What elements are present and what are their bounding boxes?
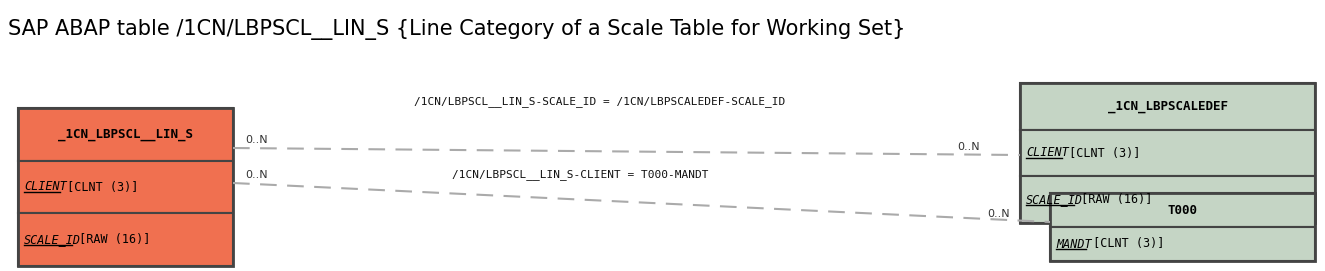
Bar — [1020, 130, 1314, 176]
Text: [CLNT (3)]: [CLNT (3)] — [60, 180, 138, 193]
Text: 0..N: 0..N — [245, 135, 268, 145]
Text: [CLNT (3)]: [CLNT (3)] — [1063, 147, 1141, 160]
Text: CLIENT: CLIENT — [1026, 147, 1069, 160]
Text: T000: T000 — [1167, 204, 1198, 217]
Bar — [1020, 176, 1314, 223]
Text: MANDT: MANDT — [1056, 237, 1092, 250]
Bar — [19, 213, 233, 266]
Bar — [1049, 193, 1314, 227]
Text: 0..N: 0..N — [245, 170, 268, 180]
Bar — [19, 161, 233, 213]
Text: [CLNT (3)]: [CLNT (3)] — [1086, 237, 1165, 250]
Text: /1CN/LBPSCL__LIN_S-SCALE_ID = /1CN/LBPSCALEDEF-SCALE_ID: /1CN/LBPSCL__LIN_S-SCALE_ID = /1CN/LBPSC… — [415, 96, 786, 108]
Text: SCALE_ID: SCALE_ID — [24, 233, 81, 246]
Bar — [1049, 227, 1314, 261]
Text: [RAW (16)]: [RAW (16)] — [72, 233, 150, 246]
Text: 0..N: 0..N — [987, 209, 1010, 219]
Text: SCALE_ID: SCALE_ID — [1026, 193, 1083, 206]
Bar — [1020, 83, 1314, 130]
Text: CLIENT: CLIENT — [24, 180, 66, 193]
Bar — [19, 108, 233, 266]
Text: _1CN_LBPSCALEDEF: _1CN_LBPSCALEDEF — [1108, 100, 1227, 113]
Bar — [1049, 193, 1314, 261]
Text: /1CN/LBPSCL__LIN_S-CLIENT = T000-MANDT: /1CN/LBPSCL__LIN_S-CLIENT = T000-MANDT — [452, 170, 709, 180]
Bar — [1020, 83, 1314, 223]
Text: SAP ABAP table /1CN/LBPSCL__LIN_S {Line Category of a Scale Table for Working Se: SAP ABAP table /1CN/LBPSCL__LIN_S {Line … — [8, 20, 905, 40]
Bar — [19, 108, 233, 161]
Text: _1CN_LBPSCL__LIN_S: _1CN_LBPSCL__LIN_S — [58, 128, 193, 141]
Text: 0..N: 0..N — [958, 142, 980, 152]
Text: [RAW (16)]: [RAW (16)] — [1075, 193, 1153, 206]
